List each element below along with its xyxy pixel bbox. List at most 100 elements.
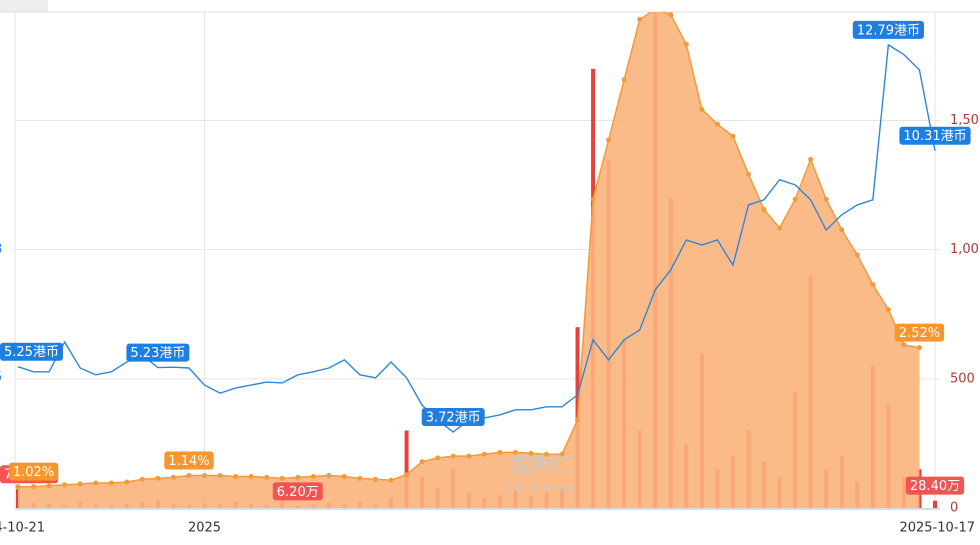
area-point bbox=[714, 121, 720, 127]
area-point bbox=[139, 476, 145, 482]
area-point bbox=[419, 459, 425, 465]
value-label-box bbox=[905, 476, 965, 495]
x-tick-label: 2025 bbox=[188, 521, 221, 536]
area-point bbox=[885, 307, 891, 313]
area-point bbox=[279, 475, 285, 481]
value-label: 1.02% bbox=[8, 462, 59, 481]
area-point bbox=[326, 473, 332, 479]
value-label-box bbox=[421, 408, 485, 427]
area-point bbox=[295, 474, 301, 480]
value-label-box bbox=[894, 323, 945, 342]
value-label-box bbox=[899, 126, 971, 145]
value-label-box bbox=[126, 343, 190, 362]
area-point bbox=[761, 206, 767, 212]
x-tick-label: 24-10-21 bbox=[0, 521, 45, 536]
area-point bbox=[653, 7, 658, 12]
area-point bbox=[357, 475, 363, 481]
area-point bbox=[217, 473, 223, 479]
area-point bbox=[31, 484, 37, 490]
area-point bbox=[62, 482, 68, 488]
value-label-text: 1.02% bbox=[13, 465, 54, 480]
area-point bbox=[792, 196, 798, 202]
value-label-box bbox=[272, 482, 323, 501]
value-label: 3.72港币 bbox=[421, 408, 485, 427]
area-point bbox=[108, 480, 114, 486]
area-point bbox=[575, 417, 581, 423]
area-point bbox=[683, 41, 689, 47]
grid bbox=[14, 12, 940, 508]
value-label-box bbox=[0, 342, 63, 361]
area-point bbox=[606, 137, 612, 143]
area-point bbox=[233, 473, 239, 479]
y2-tick-label: 0 bbox=[950, 501, 958, 516]
value-label-box bbox=[164, 451, 214, 470]
area-point bbox=[264, 474, 270, 480]
plot bbox=[15, 7, 937, 508]
watermark: 理杏仁 bbox=[510, 453, 570, 477]
area-point bbox=[481, 451, 487, 457]
area-point bbox=[15, 484, 21, 490]
area-point bbox=[901, 342, 907, 348]
value-label-text: 28.40万 bbox=[910, 479, 960, 494]
area-point bbox=[699, 106, 705, 112]
area-point bbox=[854, 252, 860, 258]
y2-tick-label: 1,50 bbox=[950, 113, 979, 128]
value-label: 10.31港币 bbox=[899, 126, 971, 145]
value-label-text: 5.23港币 bbox=[130, 346, 185, 361]
area-point bbox=[186, 473, 192, 479]
value-label: 6.20万 bbox=[272, 482, 323, 501]
area-point bbox=[559, 451, 565, 457]
value-label: 5.23港币 bbox=[126, 343, 190, 362]
area-point bbox=[46, 483, 52, 489]
value-label-text: 3.72港币 bbox=[426, 411, 481, 426]
value-label: 1.14% bbox=[164, 451, 214, 470]
area-point bbox=[823, 196, 829, 202]
value-label-text: 10.31港币 bbox=[903, 129, 966, 144]
volume-bar bbox=[404, 430, 409, 508]
area-point bbox=[870, 282, 876, 288]
area-point bbox=[730, 133, 736, 139]
area-point bbox=[248, 473, 254, 479]
value-label-text: 12.79港币 bbox=[857, 23, 920, 38]
volume-bar bbox=[933, 500, 937, 508]
area-point bbox=[202, 473, 208, 479]
area-point bbox=[404, 472, 410, 478]
value-label: 12.79港币 bbox=[852, 20, 924, 39]
area-point bbox=[170, 474, 176, 480]
area-point bbox=[155, 475, 161, 481]
area-point bbox=[668, 12, 674, 18]
value-label-text: 5.25港币 bbox=[4, 345, 59, 360]
y2-tick-label: 500 bbox=[950, 371, 975, 386]
value-label-box bbox=[852, 20, 924, 39]
area-point bbox=[637, 16, 643, 22]
area-point bbox=[916, 345, 922, 351]
area-point bbox=[512, 449, 518, 455]
area-point bbox=[528, 450, 534, 456]
area-point bbox=[466, 453, 472, 459]
value-label: 28.40万 bbox=[905, 476, 965, 495]
area-point bbox=[839, 227, 845, 233]
area-point bbox=[808, 156, 814, 162]
value-label: 2.52% bbox=[894, 323, 945, 342]
area-point bbox=[777, 225, 783, 231]
value-label: 5.25港币 bbox=[0, 342, 63, 361]
area-point bbox=[341, 473, 347, 479]
tab bbox=[0, 0, 48, 12]
area-point bbox=[372, 476, 378, 482]
y-tick-label: 8 bbox=[0, 242, 2, 257]
area-point bbox=[745, 171, 751, 177]
area-point bbox=[388, 477, 394, 483]
y2-tick-label: 1,00 bbox=[950, 242, 979, 257]
area-point bbox=[310, 473, 316, 479]
value-label-text: 2.52% bbox=[899, 326, 940, 341]
area-point bbox=[621, 77, 627, 83]
area-point bbox=[497, 449, 503, 455]
area-point bbox=[93, 480, 99, 486]
area-point bbox=[77, 481, 83, 487]
area-point bbox=[590, 196, 596, 202]
value-label-box bbox=[8, 462, 59, 481]
value-label-text: 6.20万 bbox=[277, 485, 319, 500]
area-point bbox=[124, 479, 130, 485]
x-tick-label: 2025-10-17 bbox=[899, 521, 975, 536]
